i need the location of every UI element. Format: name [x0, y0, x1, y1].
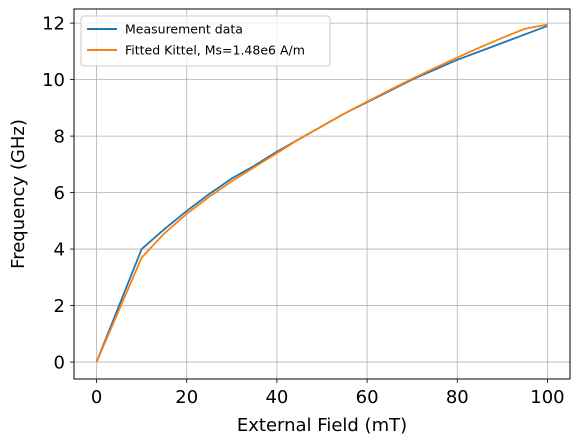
y-tick-label: 0 — [54, 353, 65, 374]
x-tick-label: 100 — [530, 387, 564, 408]
y-tick-label: 2 — [54, 296, 65, 317]
ticks: 0 20 40 60 80 100 0 2 4 6 8 10 12 — [42, 14, 565, 408]
legend-box — [80, 15, 331, 67]
x-axis-label: External Field (mT) — [237, 415, 407, 436]
series-line-0 — [95, 25, 548, 363]
y-tick-label: 4 — [54, 240, 65, 261]
legend-entry-measurement: Measurement data — [125, 22, 243, 37]
plot-area-frame — [73, 8, 571, 380]
x-tick-label: 20 — [175, 387, 198, 408]
x-tick-label: 60 — [356, 387, 379, 408]
x-tick-label: 0 — [91, 387, 102, 408]
x-tick-label: 80 — [446, 387, 469, 408]
y-tick-label: 8 — [54, 127, 65, 148]
legend: Measurement data Fitted Kittel, Ms=1.48e… — [80, 15, 331, 67]
y-axis-label: Frequency (GHz) — [8, 119, 29, 269]
x-tick-label: 40 — [265, 387, 288, 408]
series-line-1 — [95, 23, 548, 363]
y-tick-label: 12 — [42, 14, 65, 35]
legend-entry-fitted: Fitted Kittel, Ms=1.48e6 A/m — [125, 43, 305, 58]
y-tick-label: 6 — [54, 183, 65, 204]
series-layer — [95, 23, 548, 363]
y-tick-label: 10 — [42, 70, 65, 91]
